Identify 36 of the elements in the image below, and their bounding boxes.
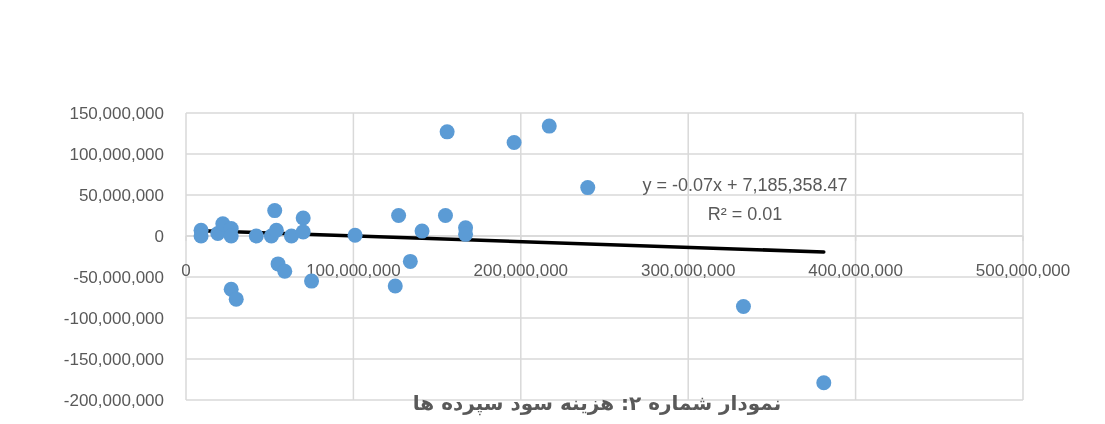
y-tick-label: 150,000,000: [69, 104, 164, 123]
point: [506, 135, 522, 151]
point: [267, 203, 283, 219]
point: [541, 118, 557, 134]
x-tick-label: 0: [181, 261, 191, 280]
point: [277, 263, 293, 279]
point: [295, 224, 311, 240]
point: [439, 124, 455, 140]
text: نمودار شماره ۲: هزینه سود سپرده ها: [412, 391, 782, 416]
point: [580, 180, 596, 196]
point: [816, 375, 832, 391]
annotation: R² = 0.01: [707, 204, 783, 224]
point: [437, 208, 453, 223]
x-tick-label: 400,000,000: [808, 261, 903, 280]
annotation: y = -0.07x + 7,185,358.47: [642, 175, 848, 195]
x-tick-label: 200,000,000: [473, 261, 569, 280]
x-tick-label: 500,000,000: [975, 261, 1071, 280]
x-tick-label: 300,000,000: [640, 261, 736, 280]
y-tick-label: -150,000,000: [63, 350, 164, 369]
point: [295, 210, 311, 226]
point: [268, 222, 284, 238]
y-tick-label: -100,000,000: [63, 309, 164, 328]
point: [347, 227, 363, 243]
y-tick-label: 100,000,000: [69, 145, 164, 164]
y-tick-label: -50,000,000: [73, 268, 164, 287]
y-tick-label: 0: [154, 227, 164, 246]
point: [248, 228, 264, 244]
point: [387, 278, 403, 294]
y-tick-label: -200,000,000: [63, 391, 164, 410]
point: [391, 208, 407, 223]
y-tick-label: 50,000,000: [78, 186, 164, 205]
point: [735, 299, 751, 315]
point: [414, 223, 430, 239]
x-tick-label: 100,000,000: [306, 261, 401, 280]
point: [402, 253, 418, 269]
point: [228, 291, 244, 307]
